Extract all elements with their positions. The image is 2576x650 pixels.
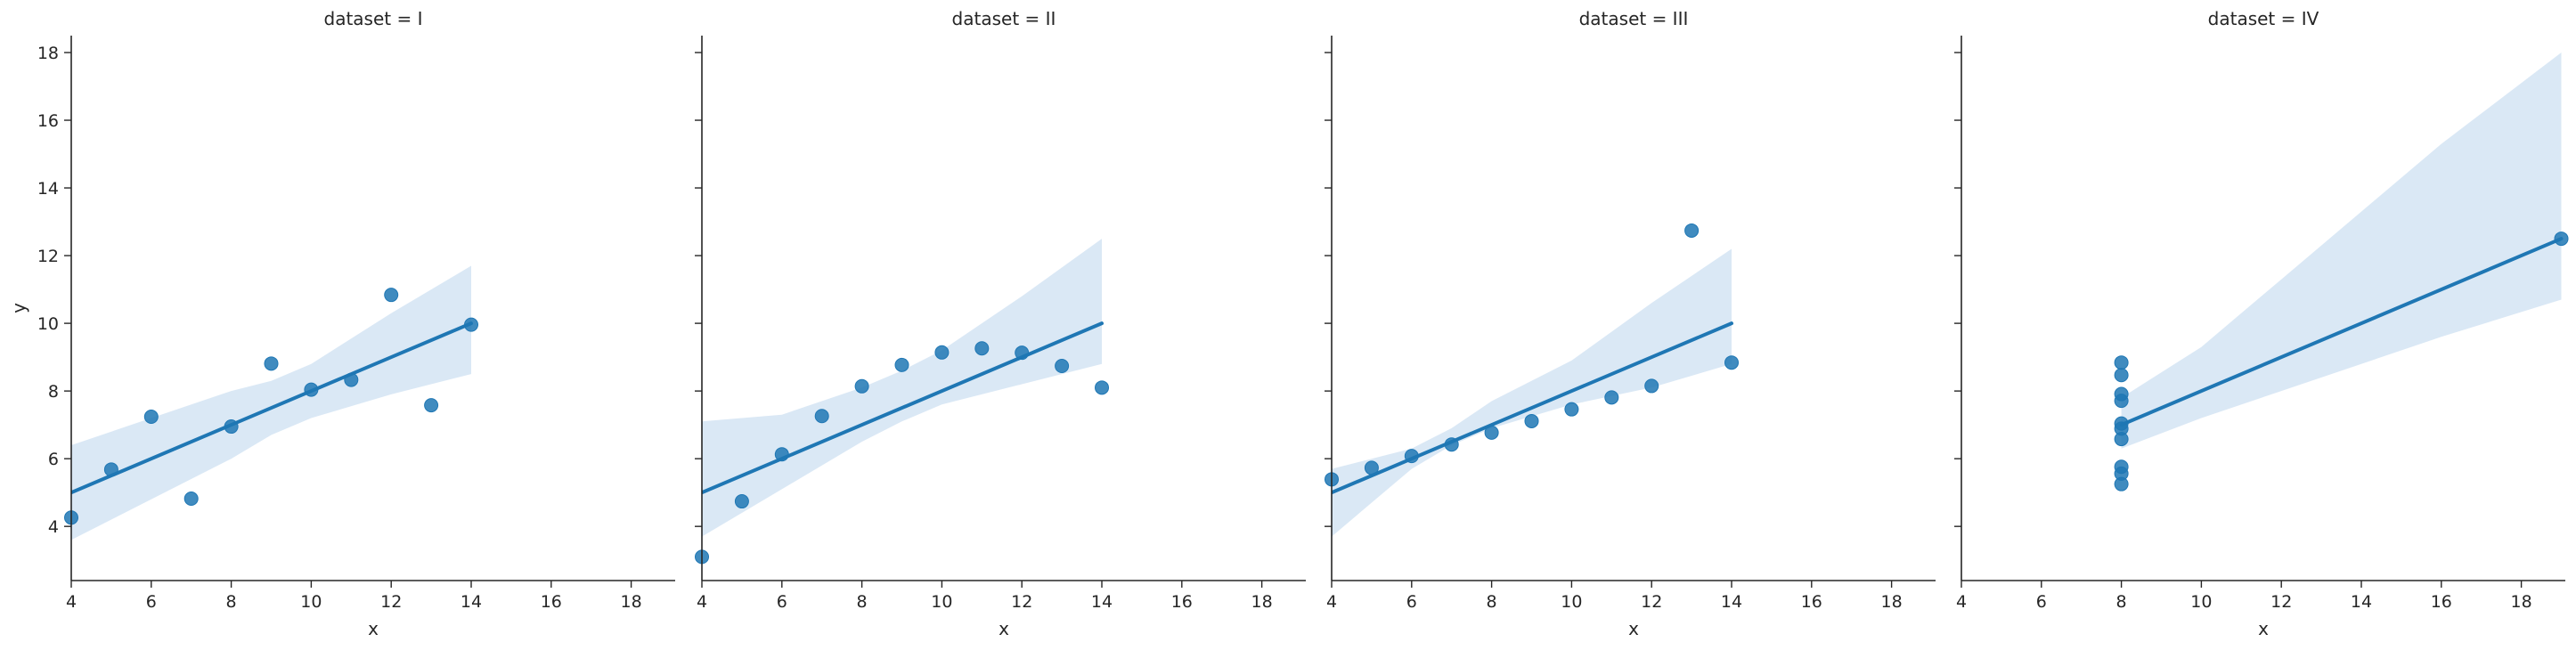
data-point — [2114, 421, 2129, 436]
data-point — [103, 462, 118, 477]
x-tick-label: 10 — [1561, 592, 1582, 612]
x-tick-label: 10 — [300, 592, 322, 612]
confidence-band — [1332, 248, 1732, 537]
x-tick-label: 10 — [931, 592, 952, 612]
data-point — [774, 447, 789, 462]
data-point — [814, 409, 829, 424]
x-tick-label: 12 — [2270, 592, 2292, 612]
x-tick-label: 6 — [2036, 592, 2047, 612]
x-tick-label: 4 — [1326, 592, 1337, 612]
panel-4: 4 6 8 10 12 14 16 18 dataset = IV x — [1954, 8, 2569, 639]
data-point — [1444, 437, 1459, 452]
confidence-band — [702, 239, 1102, 537]
data-point — [304, 382, 319, 397]
panel-1: 4 6 8 10 12 14 16 18 4 6 8 10 12 14 16 18 dataset = I x y — [8, 8, 675, 639]
x-axis-label: x — [368, 618, 379, 639]
data-point — [424, 398, 439, 413]
data-point — [384, 288, 399, 303]
data-point — [1484, 425, 1499, 440]
x-tick-label: 6 — [1406, 592, 1417, 612]
x-tick-label: 8 — [2116, 592, 2127, 612]
x-tick-label: 4 — [66, 592, 77, 612]
x-tick-label: 18 — [621, 592, 642, 612]
x-tick-label: 4 — [697, 592, 707, 612]
data-point — [2554, 232, 2569, 247]
data-point — [1604, 390, 1619, 405]
x-tick-label: 14 — [1091, 592, 1113, 612]
x-axis-label: x — [999, 618, 1009, 639]
x-tick-label: 8 — [857, 592, 868, 612]
data-point — [1404, 449, 1419, 464]
data-point — [734, 494, 749, 509]
data-point — [264, 356, 279, 371]
data-point — [1724, 355, 1740, 370]
x-tick-label: 8 — [1487, 592, 1497, 612]
data-point — [974, 341, 990, 356]
x-tick-label: 6 — [146, 592, 157, 612]
panel-3: 4 6 8 10 12 14 16 18 dataset = III x — [1325, 8, 1936, 639]
data-point — [1015, 345, 1030, 361]
x-tick-label: 4 — [1956, 592, 1967, 612]
y-tick-label: 12 — [37, 247, 59, 266]
x-tick-label: 12 — [380, 592, 402, 612]
data-point — [183, 492, 199, 507]
data-point — [1524, 413, 1539, 428]
x-tick-label: 14 — [1721, 592, 1742, 612]
panel-2: 4 6 8 10 12 14 16 18 dataset = II x — [695, 8, 1306, 639]
data-point — [894, 357, 909, 372]
panel-title: dataset = I — [324, 8, 423, 29]
data-point — [464, 317, 479, 332]
data-point — [143, 410, 159, 425]
y-tick-label: 14 — [37, 179, 59, 199]
regression-line — [702, 321, 1105, 495]
x-tick-label: 18 — [1251, 592, 1273, 612]
regression-line — [71, 321, 474, 495]
y-tick-label: 16 — [37, 111, 59, 131]
x-tick-label: 10 — [2190, 592, 2212, 612]
x-tick-label: 12 — [1011, 592, 1032, 612]
data-point — [2114, 368, 2129, 383]
regression-line — [2119, 237, 2564, 427]
x-tick-label: 12 — [1641, 592, 1662, 612]
data-point — [1364, 460, 1379, 475]
y-axis-label: y — [8, 303, 29, 313]
x-tick-label: 6 — [777, 592, 787, 612]
regression-line — [1332, 321, 1734, 495]
data-point — [934, 345, 950, 360]
data-point — [224, 419, 239, 435]
panel-title: dataset = III — [1579, 8, 1689, 29]
data-point — [1564, 402, 1579, 417]
data-point — [1095, 380, 1110, 395]
x-tick-label: 14 — [2351, 592, 2372, 612]
x-tick-label: 8 — [226, 592, 237, 612]
y-tick-label: 8 — [48, 382, 59, 402]
y-tick-label: 6 — [48, 450, 59, 469]
x-tick-label: 16 — [1171, 592, 1193, 612]
data-point — [1055, 359, 1070, 374]
data-point — [2114, 355, 2129, 370]
x-tick-label: 16 — [2431, 592, 2452, 612]
data-point — [2114, 466, 2129, 481]
data-point — [854, 378, 869, 394]
confidence-band — [2121, 53, 2562, 449]
x-tick-label: 16 — [541, 592, 562, 612]
confidence-band — [71, 265, 471, 540]
y-tick-label: 18 — [37, 44, 59, 63]
x-tick-label: 16 — [1801, 592, 1822, 612]
x-tick-label: 14 — [461, 592, 482, 612]
data-point — [2114, 386, 2129, 402]
data-point — [344, 372, 359, 387]
panel-title: dataset = II — [952, 8, 1056, 29]
y-tick-label: 10 — [37, 314, 59, 334]
panel-title: dataset = IV — [2208, 8, 2319, 29]
data-point — [1684, 223, 1700, 238]
x-axis-label: x — [2258, 618, 2269, 639]
x-tick-label: 18 — [1881, 592, 1903, 612]
y-tick-label: 4 — [48, 517, 59, 537]
x-axis-label: x — [1628, 618, 1639, 639]
x-tick-label: 18 — [2511, 592, 2532, 612]
data-point — [1644, 378, 1659, 394]
